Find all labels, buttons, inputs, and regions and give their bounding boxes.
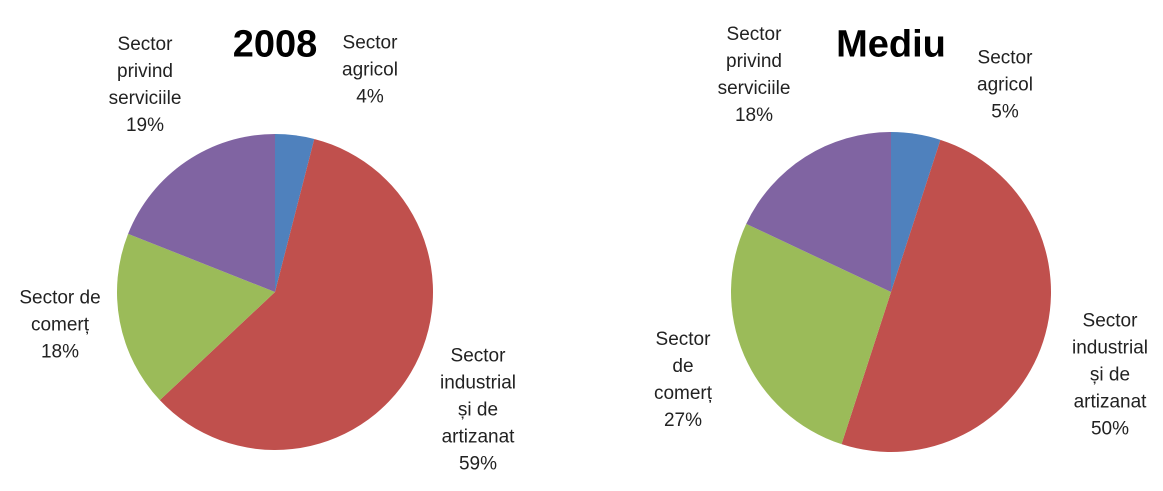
chart-title: 2008 bbox=[232, 23, 318, 66]
category-label: Sector industrial și de artizanat bbox=[1071, 310, 1149, 413]
slice-label: Sector privind serviciile 18% bbox=[707, 21, 802, 129]
slice-label: Sector privind serviciile 19% bbox=[98, 31, 193, 139]
category-label: Sector agricol bbox=[977, 47, 1033, 96]
category-label: Sector agricol bbox=[342, 32, 398, 81]
pie-slice bbox=[731, 223, 891, 445]
value-label: 19% bbox=[125, 115, 165, 136]
category-label: Sector privind serviciile bbox=[108, 34, 182, 109]
pie-slice bbox=[128, 134, 275, 292]
value-label: 4% bbox=[356, 86, 384, 108]
slice-label: Sector industrial și de artizanat 50% bbox=[1063, 308, 1158, 443]
category-label: Sector industrial și de artizanat bbox=[439, 345, 517, 448]
chart-title: Mediu bbox=[836, 23, 946, 66]
slice-label: Sector de comerț 18% bbox=[10, 285, 110, 366]
value-label: 18% bbox=[734, 105, 774, 126]
pie-slice bbox=[746, 132, 891, 292]
slice-label: Sector agricol 4% bbox=[333, 30, 408, 111]
pie-slice bbox=[275, 134, 315, 292]
value-label: 18% bbox=[40, 341, 80, 363]
pie-slice bbox=[841, 139, 1051, 452]
value-label: 27% bbox=[663, 410, 703, 431]
pie-slice bbox=[117, 233, 276, 401]
category-label: Sector privind serviciile bbox=[717, 24, 791, 99]
value-label: 59% bbox=[458, 453, 498, 475]
slice-label: Sector de comerț 27% bbox=[648, 326, 718, 434]
category-label: Sector de comerț bbox=[653, 329, 713, 404]
slice-label: Sector agricol 5% bbox=[968, 45, 1043, 126]
value-label: 5% bbox=[991, 101, 1019, 123]
slice-label: Sector industrial și de artizanat 59% bbox=[431, 343, 526, 478]
pie-slice bbox=[159, 138, 434, 450]
pie-slice bbox=[891, 132, 941, 292]
category-label: Sector de comerț bbox=[19, 287, 101, 336]
value-label: 50% bbox=[1090, 418, 1130, 440]
